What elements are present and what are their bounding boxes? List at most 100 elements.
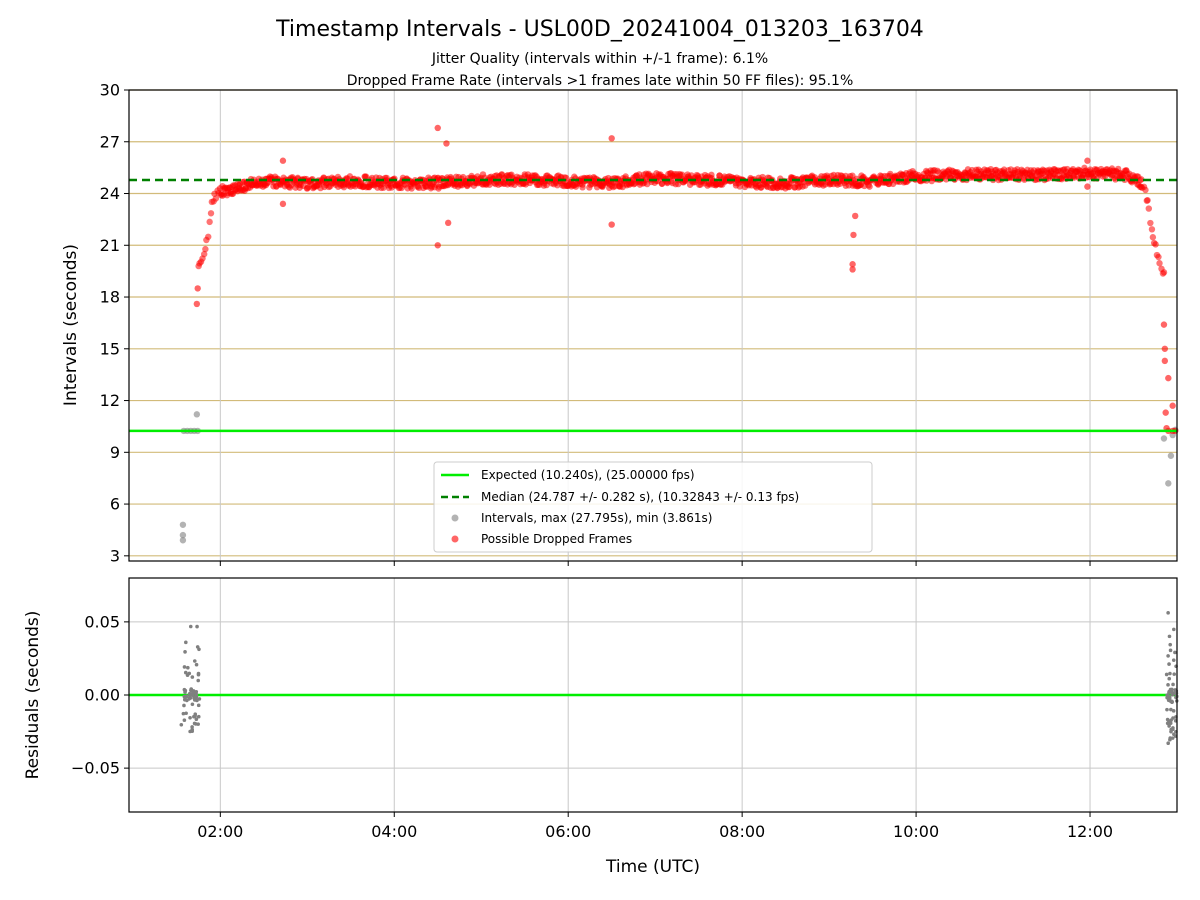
dropped-frame-point xyxy=(194,285,201,292)
interval-point xyxy=(1167,452,1175,459)
interval-point xyxy=(179,537,187,544)
x-tick-label: 06:00 xyxy=(545,822,591,841)
dropped-frame-point xyxy=(1149,234,1157,241)
residual-point xyxy=(186,665,190,670)
dropped-frame-point xyxy=(1144,197,1151,204)
interval-point xyxy=(1160,435,1168,442)
dropped-frame-point xyxy=(205,233,212,240)
residual-point xyxy=(1166,654,1170,658)
residual-point xyxy=(1167,676,1172,681)
dropped-frame-point xyxy=(1156,260,1163,267)
dropped-frame-point xyxy=(1145,205,1152,212)
residual-point xyxy=(190,675,195,679)
dropped-frame-point xyxy=(434,242,441,249)
dropped-frame-point xyxy=(1162,409,1169,416)
x-tick-label: 12:00 xyxy=(1067,822,1113,841)
dropped-frame-point xyxy=(1160,269,1168,276)
residual-point xyxy=(196,714,201,719)
residual-point xyxy=(1170,736,1175,740)
residual-point xyxy=(183,696,187,700)
chart-subtitle-dropped: Dropped Frame Rate (intervals >1 frames … xyxy=(347,73,854,89)
top-y-tick-label: 24 xyxy=(100,184,120,203)
dropped-frame-point xyxy=(850,231,857,239)
residual-point xyxy=(1170,700,1174,704)
dropped-frame-point xyxy=(1147,219,1154,227)
residual-point xyxy=(190,702,195,707)
bottom-y-tick-label: 0.05 xyxy=(84,612,120,631)
dropped-frame-point xyxy=(444,219,452,227)
residual-point xyxy=(1171,658,1176,662)
residual-point xyxy=(1172,672,1177,676)
dropped-frame-point xyxy=(202,245,209,253)
residual-point xyxy=(195,624,199,629)
residual-point xyxy=(188,624,193,629)
legend-dropped-label: Possible Dropped Frames xyxy=(481,532,632,546)
top-y-tick-label: 15 xyxy=(100,339,120,358)
x-tick-label: 04:00 xyxy=(371,822,417,841)
residual-point xyxy=(1168,721,1173,726)
interval-point xyxy=(1165,480,1172,487)
x-axis-label: Time (UTC) xyxy=(605,857,700,877)
dropped-frame-point xyxy=(608,135,615,142)
interval-point xyxy=(179,521,187,528)
dropped-frame-point xyxy=(1084,183,1091,190)
dropped-frame-point xyxy=(1165,374,1172,382)
residual-point xyxy=(183,650,187,654)
dropped-frame-point xyxy=(1169,402,1176,409)
residual-point xyxy=(188,716,192,720)
residual-point xyxy=(194,689,199,694)
dropped-frame-point xyxy=(1161,345,1169,352)
residual-point xyxy=(187,696,192,700)
residual-point xyxy=(1165,717,1170,722)
top-y-tick-label: 30 xyxy=(100,81,120,100)
residual-point xyxy=(193,712,198,716)
dropped-frame-point xyxy=(408,185,415,192)
residual-point xyxy=(190,725,194,729)
residual-point xyxy=(1166,683,1170,687)
top-x-ticks xyxy=(219,561,1091,566)
residual-point xyxy=(1167,634,1172,639)
residual-point xyxy=(192,659,197,663)
residual-point xyxy=(181,711,186,716)
legend-median-label: Median (24.787 +/- 0.282 s), (10.32843 +… xyxy=(481,490,799,504)
dropped-frame-point xyxy=(1161,357,1169,365)
top-y-tick-label: 27 xyxy=(100,132,120,151)
dropped-frame-point xyxy=(1152,241,1159,248)
dropped-frame-point xyxy=(849,261,856,268)
dropped-frame-point xyxy=(212,195,220,202)
bottom-ticks: −0.05 0.00 0.05 02:00 04:00 06:00 08:00 10:00 12… xyxy=(71,612,1113,841)
residual-point xyxy=(179,722,184,727)
residual-point xyxy=(1168,648,1173,653)
x-tick-label: 10:00 xyxy=(893,822,939,841)
legend-expected-label: Expected (10.240s), (25.00000 fps) xyxy=(481,468,695,482)
dropped-frame-point xyxy=(207,210,215,217)
residual-point xyxy=(1166,611,1170,615)
top-y-tick-label: 12 xyxy=(100,391,120,410)
residual-point xyxy=(1168,642,1173,647)
residual-point xyxy=(190,693,194,697)
residual-point xyxy=(182,703,186,708)
residual-points xyxy=(179,611,1179,746)
residual-point xyxy=(1166,741,1170,746)
top-y-tick-label: 3 xyxy=(110,546,120,565)
residual-point xyxy=(184,640,188,645)
dropped-frame-point xyxy=(434,124,441,132)
top-panel: 3 6 9 12 15 18 21 24 27 30 Intervals (seconds) Ex… xyxy=(61,81,1179,566)
residual-point xyxy=(1167,691,1171,695)
dropped-frame-point xyxy=(1160,321,1168,328)
dropped-frame-point xyxy=(1155,253,1162,261)
dropped-frame-point xyxy=(1142,186,1149,194)
bottom-panel: −0.05 0.00 0.05 02:00 04:00 06:00 08:00 10:00 12… xyxy=(23,577,1179,877)
dropped-frame-point xyxy=(279,157,287,164)
residual-point xyxy=(196,678,201,683)
dropped-frame-point xyxy=(200,250,208,258)
residual-point xyxy=(1172,627,1176,632)
bottom-y-tick-label: 0.00 xyxy=(84,686,120,705)
legend-intervals-swatch xyxy=(451,514,459,522)
legend-intervals-label: Intervals, max (27.795s), min (3.861s) xyxy=(481,511,712,525)
dropped-frame-point xyxy=(206,218,213,226)
top-y-tick-label: 9 xyxy=(110,443,120,462)
legend: Expected (10.240s), (25.00000 fps) Media… xyxy=(433,461,873,553)
residual-point xyxy=(1171,727,1175,732)
